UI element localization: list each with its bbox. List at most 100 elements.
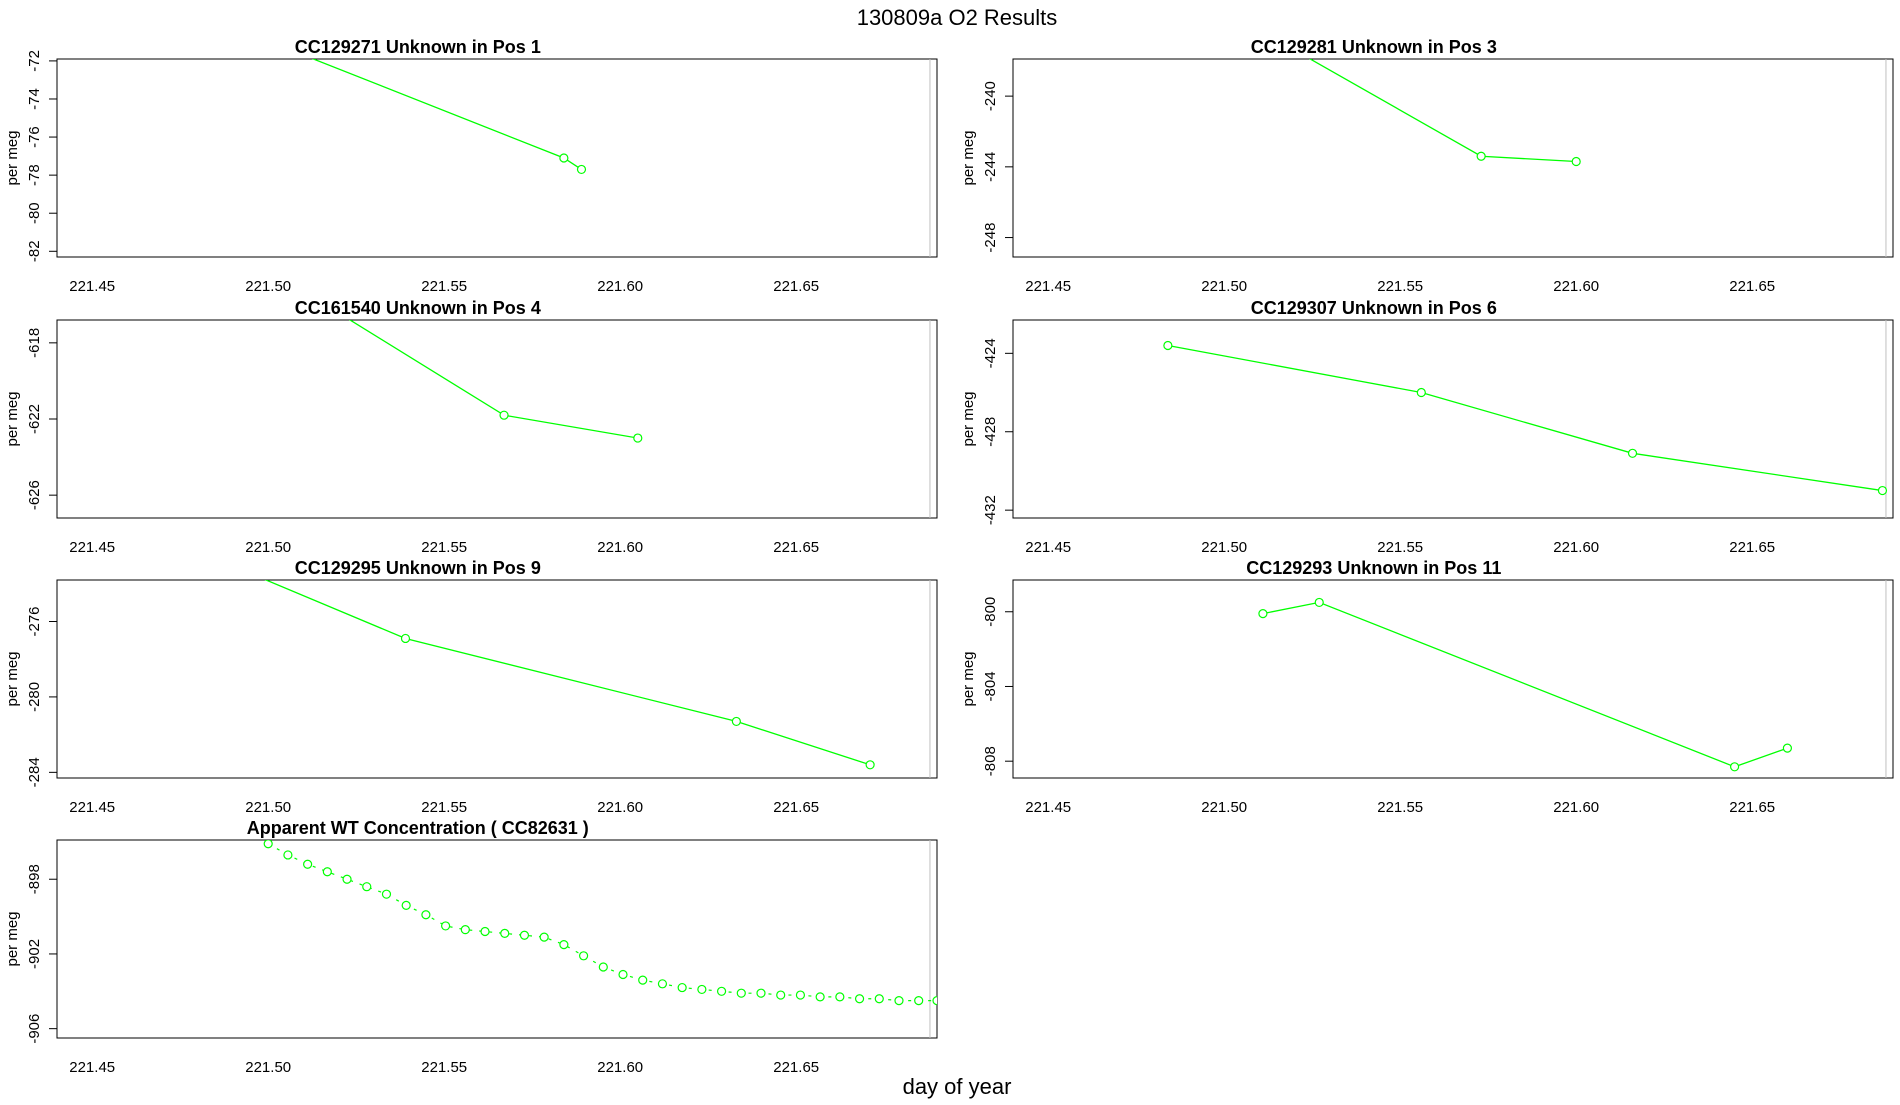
y-tick-label: -78 [26, 164, 43, 186]
data-point [865, 760, 875, 770]
x-tick-label: 221.55 [1377, 539, 1423, 556]
x-tick-label: 221.45 [1025, 539, 1071, 556]
data-point [874, 994, 884, 1004]
data-point [1877, 485, 1888, 496]
data-point [854, 994, 865, 1004]
data-layer [194, 9, 587, 175]
y-axis-label: per meg [960, 651, 977, 706]
y-axis-label: per meg [4, 651, 21, 706]
y-tick-label: -244 [982, 152, 999, 182]
data-point [1476, 151, 1486, 161]
plot-frame [1012, 58, 1894, 258]
x-tick-label: 221.60 [597, 539, 643, 556]
data-point [776, 990, 786, 1000]
plot-frame [1012, 579, 1894, 779]
y-tick-label: -72 [26, 50, 43, 72]
data-point [1627, 448, 1638, 458]
y-tick-label: -80 [26, 202, 43, 224]
data-point [1314, 597, 1324, 608]
data-point [1258, 609, 1268, 619]
y-axis-label: per meg [4, 130, 21, 185]
data-point [263, 840, 273, 849]
data-point [657, 979, 668, 989]
data-layer [263, 840, 937, 1006]
data-point [795, 990, 806, 1000]
panels: CC129271 Unknown in Pos 1 per meg -72 -74 -7… [4, 9, 1894, 1076]
x-tick-label: 221.45 [69, 278, 115, 295]
y-tick-label: -284 [26, 757, 43, 787]
panel-title: CC129293 Unknown in Pos 11 [1246, 558, 1501, 578]
data-point [894, 996, 904, 1006]
panel-title: CC129281 Unknown in Pos 3 [1251, 37, 1497, 57]
x-tick-label: 221.65 [1729, 278, 1775, 295]
data-layer [229, 244, 643, 443]
page-title: 130809a O2 Results [857, 5, 1058, 30]
y-tick-label: -618 [26, 328, 43, 358]
panel-title: CC129307 Unknown in Pos 6 [1251, 298, 1497, 318]
data-layer [264, 580, 875, 770]
data-point [638, 975, 648, 985]
series-line [267, 843, 937, 1002]
x-tick-label: 221.65 [1729, 799, 1775, 816]
y-axis-label: per meg [4, 911, 21, 966]
x-tick-label: 221.45 [1025, 799, 1071, 816]
data-point [633, 433, 643, 443]
x-tick-label: 221.55 [421, 799, 467, 816]
data-point [731, 716, 741, 727]
x-tick-label: 221.65 [773, 1059, 819, 1076]
chart-panel: CC129293 Unknown in Pos 11 per meg -800 -80… [960, 558, 1894, 816]
data-point [500, 928, 510, 938]
chart-panel: CC129281 Unknown in Pos 3 per meg -240 -244… [960, 37, 1894, 295]
data-point [229, 244, 237, 252]
data-point [1571, 156, 1581, 167]
y-tick-label: -76 [26, 126, 43, 148]
x-tick-label: 221.60 [1553, 278, 1599, 295]
y-tick-label: -276 [26, 606, 43, 636]
y-tick-label: -240 [982, 81, 999, 111]
data-point [932, 996, 937, 1006]
data-point [578, 951, 589, 961]
data-point [1782, 743, 1793, 753]
x-tick-label: 221.60 [1553, 539, 1599, 556]
y-axis-label: per meg [960, 130, 977, 185]
plot-frame [56, 319, 938, 519]
data-point [677, 982, 687, 993]
x-tick-label: 221.50 [245, 1059, 291, 1076]
data-point [460, 925, 470, 935]
x-tick-label: 221.60 [1553, 799, 1599, 816]
chart-panel: CC129295 Unknown in Pos 9 per meg -276 -280… [4, 558, 938, 816]
x-tick-label: 221.55 [1377, 278, 1423, 295]
panel-title: Apparent WT Concentration ( CC82631 ) [247, 818, 589, 838]
data-point [756, 988, 766, 998]
data-point [194, 9, 202, 17]
series-line [1308, 59, 1577, 163]
y-tick-label: -898 [26, 864, 43, 894]
data-point [342, 874, 352, 884]
x-tick-label: 221.50 [245, 539, 291, 556]
data-point [441, 921, 451, 931]
x-tick-label: 221.55 [1377, 799, 1423, 816]
plot-frame [1012, 319, 1894, 519]
data-point [401, 900, 411, 910]
x-tick-label: 221.65 [1729, 539, 1775, 556]
data-point [539, 932, 549, 942]
x-tick-label: 221.45 [69, 1059, 115, 1076]
x-tick-label: 221.65 [773, 539, 819, 556]
y-tick-label: -902 [26, 939, 43, 969]
data-layer [1258, 597, 1793, 772]
y-tick-label: -428 [982, 417, 999, 447]
x-tick-label: 221.60 [597, 1059, 643, 1076]
y-axis-label: per meg [4, 391, 21, 446]
x-tick-label: 221.50 [245, 278, 291, 295]
x-tick-label: 221.60 [597, 278, 643, 295]
panel-title: CC129295 Unknown in Pos 9 [295, 558, 541, 578]
data-point [815, 992, 825, 1002]
x-tick-label: 221.65 [773, 799, 819, 816]
y-tick-label: -280 [26, 682, 43, 712]
data-point [914, 996, 924, 1006]
data-point [322, 867, 332, 877]
series-line [348, 320, 638, 439]
data-point [519, 930, 530, 940]
data-point [283, 850, 293, 860]
data-point [1416, 387, 1426, 398]
